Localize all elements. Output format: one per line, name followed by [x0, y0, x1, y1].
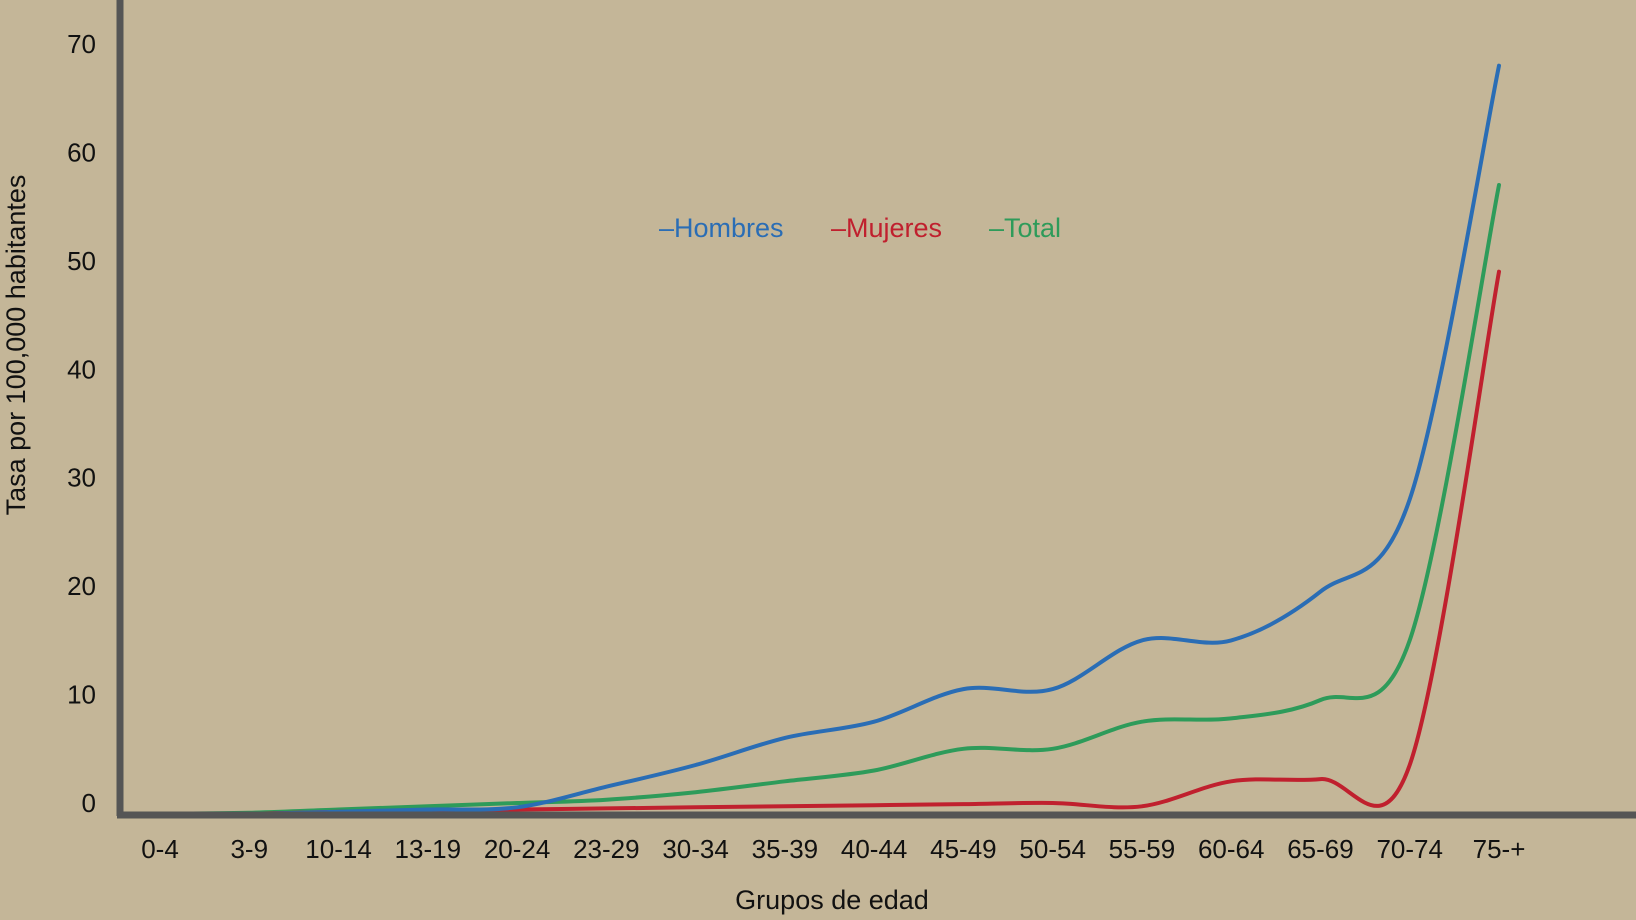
series-lines — [158, 63, 1501, 816]
y-tick-label: 0 — [82, 788, 96, 818]
x-tick-label: 13-19 — [395, 834, 462, 864]
x-tick-label: 45-49 — [930, 834, 997, 864]
x-tick-label: 40-44 — [841, 834, 908, 864]
x-tick-label: 10-14 — [305, 834, 372, 864]
x-tick-label: 35-39 — [752, 834, 819, 864]
x-tick-label: 20-24 — [484, 834, 551, 864]
x-tick-label: 0-4 — [141, 834, 179, 864]
x-tick-label: 30-34 — [662, 834, 729, 864]
series-line-mujeres — [158, 269, 1501, 816]
y-tick-label: 10 — [67, 680, 96, 710]
x-tick-label: 65-69 — [1287, 834, 1354, 864]
y-tick-label: 60 — [67, 137, 96, 167]
y-tick-label: 20 — [67, 571, 96, 601]
x-tick-label: 50-54 — [1019, 834, 1086, 864]
y-tick-label: 50 — [67, 246, 96, 276]
y-axis-title: Tasa por 100,000 habitantes — [1, 175, 31, 516]
y-tick-label: 30 — [67, 463, 96, 493]
legend: –Hombres –Mujeres –Total — [659, 213, 1061, 243]
legend-item-hombres: –Hombres — [659, 213, 784, 243]
y-tick-label: 40 — [67, 354, 96, 384]
x-tick-label: 75-+ — [1473, 834, 1526, 864]
y-tick-label: 70 — [67, 29, 96, 59]
x-tick-labels: 0-4 3-9 10-14 13-19 20-24 23-29 30-34 35-39 40-4… — [141, 834, 1525, 864]
x-tick-label: 60-64 — [1198, 834, 1265, 864]
legend-item-total: –Total — [989, 213, 1061, 243]
x-tick-label: 70-74 — [1376, 834, 1443, 864]
x-tick-label: 3-9 — [230, 834, 268, 864]
y-tick-labels: 0 10 20 30 40 50 60 70 — [67, 29, 96, 818]
x-tick-label: 23-29 — [573, 834, 640, 864]
series-line-hombres — [158, 63, 1501, 816]
legend-item-mujeres: –Mujeres — [831, 213, 942, 243]
x-tick-label: 55-59 — [1109, 834, 1176, 864]
series-line-total — [158, 183, 1501, 816]
x-axis-title: Grupos de edad — [735, 885, 929, 915]
